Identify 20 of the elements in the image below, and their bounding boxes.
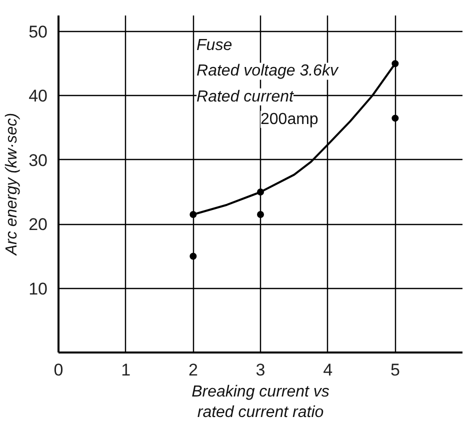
annotation: Fuse bbox=[196, 37, 232, 54]
annotation: Rated current bbox=[196, 88, 294, 106]
x-tick-label: 1 bbox=[121, 360, 131, 380]
annotation: 200amp bbox=[260, 110, 318, 128]
y-tick-label: 50 bbox=[28, 22, 48, 42]
x-axis-title: Breaking current vs rated current ratio bbox=[192, 384, 330, 421]
y-tick-label: 30 bbox=[28, 150, 48, 170]
x-tick-label: 3 bbox=[256, 360, 266, 380]
x-tick-label: 5 bbox=[390, 360, 400, 380]
point bbox=[190, 252, 197, 260]
y-tick-label: 10 bbox=[28, 279, 48, 298]
point bbox=[392, 114, 399, 122]
y-tick-label: 20 bbox=[28, 215, 48, 234]
y-tick-label: 40 bbox=[28, 86, 48, 106]
x-tick-label: 2 bbox=[188, 360, 198, 380]
point bbox=[257, 210, 264, 218]
x-tick-label: 4 bbox=[323, 360, 333, 380]
x-tick-label: 0 bbox=[54, 360, 64, 380]
annotation: Rated voltage 3.6kv bbox=[196, 62, 339, 80]
y-axis-title: Arc energy (kw·sec) bbox=[4, 112, 21, 256]
